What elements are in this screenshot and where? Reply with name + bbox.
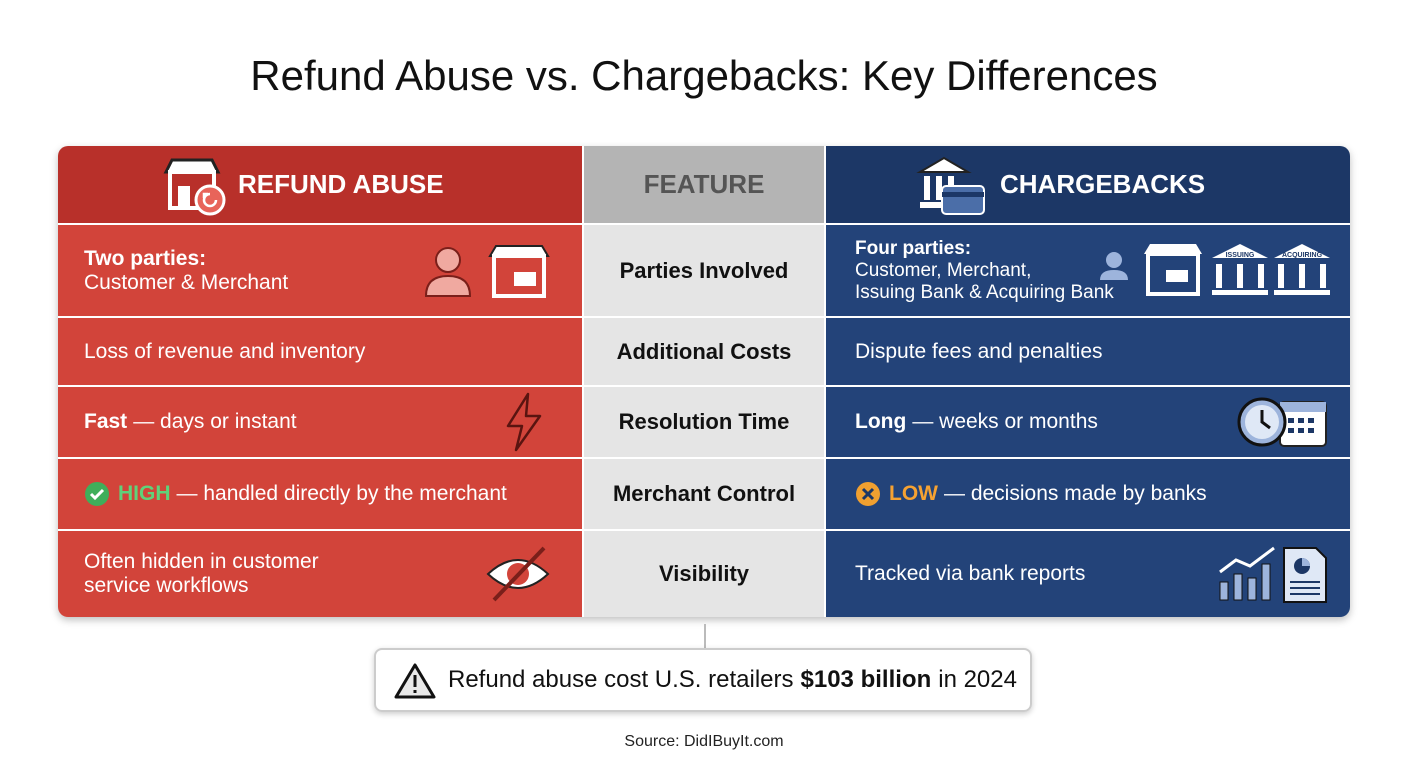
- cross-icon: [856, 482, 880, 506]
- hidden-eye-icon: [486, 546, 550, 602]
- callout: Refund abuse cost U.S. retailers $103 bi…: [374, 648, 1032, 712]
- cell-text: service workflows: [84, 574, 249, 597]
- cell-text: — decisions made by banks: [943, 482, 1207, 505]
- clock-calendar-icon: [1237, 397, 1327, 447]
- cell: LOW — decisions made by banks: [826, 459, 1350, 529]
- four-parties-icon: ISSUING ACQUIRING: [1100, 244, 1330, 296]
- feature-cell: Additional Costs: [584, 318, 824, 385]
- cell-bold: Fast: [84, 410, 128, 433]
- feature-label: Visibility: [658, 561, 750, 586]
- cell-text: Issuing Bank & Acquiring Bank: [855, 281, 1114, 303]
- callout-highlight: $103 billion: [800, 666, 932, 693]
- bank-card-icon: [916, 156, 985, 215]
- feature-label: Additional Costs: [616, 338, 792, 364]
- check-icon: [85, 482, 109, 506]
- cell: HIGH — handled directly by the merchant: [58, 459, 582, 529]
- feature-label: Resolution Time: [618, 409, 790, 434]
- cell-text: Customer & Merchant: [84, 270, 289, 294]
- header-left: REFUND ABUSE: [58, 146, 582, 223]
- icon-label: ACQUIRING: [1282, 252, 1323, 259]
- badge: LOW: [889, 482, 938, 505]
- callout-text: in 2024: [938, 666, 1017, 693]
- header-text: REFUND ABUSE: [238, 169, 444, 199]
- connector: [704, 624, 706, 648]
- badge: HIGH: [118, 482, 171, 505]
- header-feature: FEATURE: [584, 146, 824, 223]
- feature-cell: Visibility: [584, 531, 824, 617]
- comparison-table: REFUND ABUSE FEATURE CHARGEBACKS Two par…: [58, 146, 1350, 617]
- header-right: CHARGEBACKS: [826, 146, 1350, 223]
- source: Source: DidIBuyIt.com: [624, 733, 784, 750]
- cell: Dispute fees and penalties: [826, 318, 1350, 385]
- cell-text: — days or instant: [133, 410, 297, 433]
- parties-icon: [424, 245, 550, 298]
- icon-label: ISSUING: [1226, 252, 1255, 259]
- title: Refund Abuse vs. Chargebacks: Key Differ…: [250, 52, 1158, 99]
- header-text: FEATURE: [643, 169, 765, 199]
- cell-text: Dispute fees and penalties: [855, 339, 1103, 363]
- lightning-icon: [506, 392, 542, 452]
- store-return-icon: [163, 158, 226, 216]
- header-text: CHARGEBACKS: [1000, 169, 1206, 199]
- cell-text: Loss of revenue and inventory: [84, 339, 366, 363]
- feature-label: Parties Involved: [619, 257, 789, 283]
- feature-label: Merchant Control: [612, 481, 796, 506]
- cell-text: Often hidden in customer: [84, 550, 319, 573]
- cell-heading: Two parties:: [84, 246, 207, 270]
- feature-cell: Merchant Control: [584, 459, 824, 529]
- callout-text: Refund abuse cost U.S. retailers: [448, 666, 794, 693]
- cell-text: — handled directly by the merchant: [176, 482, 507, 505]
- cell-text: Tracked via bank reports: [855, 562, 1086, 585]
- report-icon: [1219, 546, 1327, 603]
- cell-text: — weeks or months: [912, 410, 1098, 433]
- cell-text: Customer, Merchant,: [855, 259, 1032, 281]
- feature-cell: Parties Involved: [584, 225, 824, 316]
- feature-cell: Resolution Time: [584, 387, 824, 457]
- warning-icon: [394, 663, 436, 699]
- cell: Loss of revenue and inventory: [58, 318, 582, 385]
- cell: Fast — days or instant: [58, 387, 582, 457]
- cell-bold: Long: [855, 410, 907, 433]
- cell-heading: Four parties:: [855, 237, 972, 259]
